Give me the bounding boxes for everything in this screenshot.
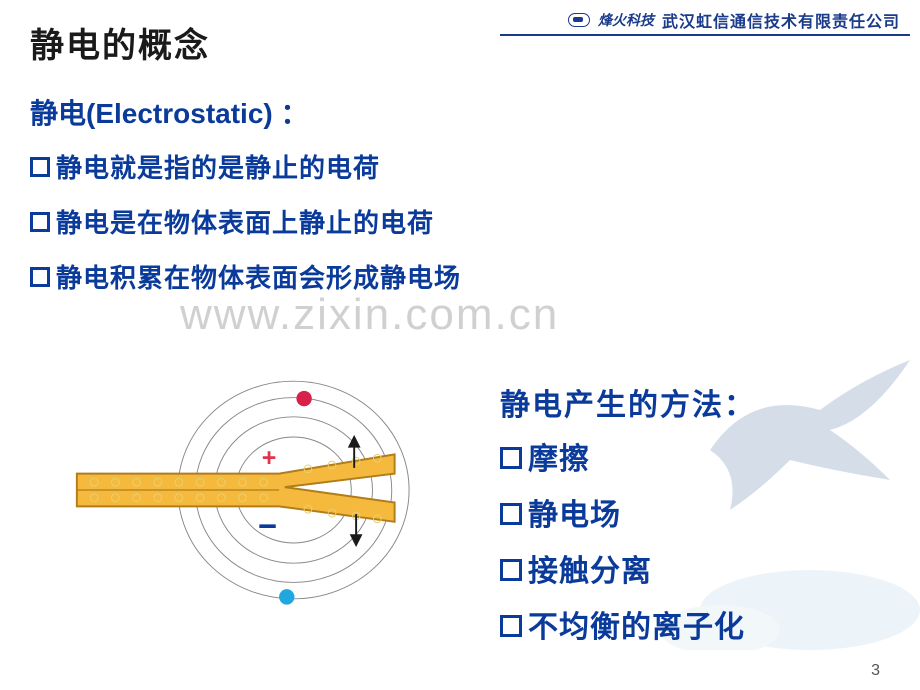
list-item: 静电积累在物体表面会形成静电场: [30, 258, 461, 295]
logo-text: 烽火科技: [598, 10, 654, 30]
header-underline: [500, 34, 910, 36]
bullet-label: 接触分离: [528, 546, 652, 590]
list-item: 接触分离: [500, 546, 756, 590]
list-item: 静电场: [500, 490, 756, 534]
electron-dot: [279, 589, 294, 604]
list-item: 摩擦: [500, 434, 756, 478]
bullet-label: 静电就是指的是静止的电荷: [56, 148, 380, 185]
plus-symbol: +: [262, 444, 277, 472]
concept-list: 静电就是指的是静止的电荷 静电是在物体表面上静止的电荷 静电积累在物体表面会形成…: [30, 148, 461, 313]
methods-title: 静电产生的方法：: [500, 380, 756, 424]
bullet-label: 不均衡的离子化: [528, 602, 745, 646]
list-item: 静电就是指的是静止的电荷: [30, 148, 461, 185]
bullet-label: 静电积累在物体表面会形成静电场: [56, 258, 461, 295]
bullet-icon: [500, 503, 522, 525]
page-number: 3: [871, 662, 880, 680]
bullet-icon: [30, 212, 50, 232]
bullet-icon: [500, 447, 522, 469]
methods-section: 静电产生的方法： 摩擦 静电场 接触分离 不均衡的离子化: [500, 380, 756, 658]
list-item: 不均衡的离子化: [500, 602, 756, 646]
subtitle: 静电(Electrostatic) ：: [30, 92, 309, 132]
company-name: 武汉虹信通信技术有限责任公司: [662, 8, 900, 32]
bullet-icon: [30, 267, 50, 287]
logo-icon: [568, 13, 590, 27]
page-title: 静电的概念: [30, 18, 210, 67]
bullet-label: 静电是在物体表面上静止的电荷: [56, 203, 434, 240]
electrostatic-diagram: + −: [70, 360, 440, 620]
bullet-icon: [500, 615, 522, 637]
minus-symbol: −: [258, 507, 277, 544]
proton-dot: [296, 391, 311, 406]
bullet-icon: [30, 157, 50, 177]
bullet-label: 静电场: [528, 490, 621, 534]
bullet-icon: [500, 559, 522, 581]
list-item: 静电是在物体表面上静止的电荷: [30, 203, 461, 240]
header: 烽火科技 武汉虹信通信技术有限责任公司: [568, 8, 900, 32]
bullet-label: 摩擦: [528, 434, 590, 478]
